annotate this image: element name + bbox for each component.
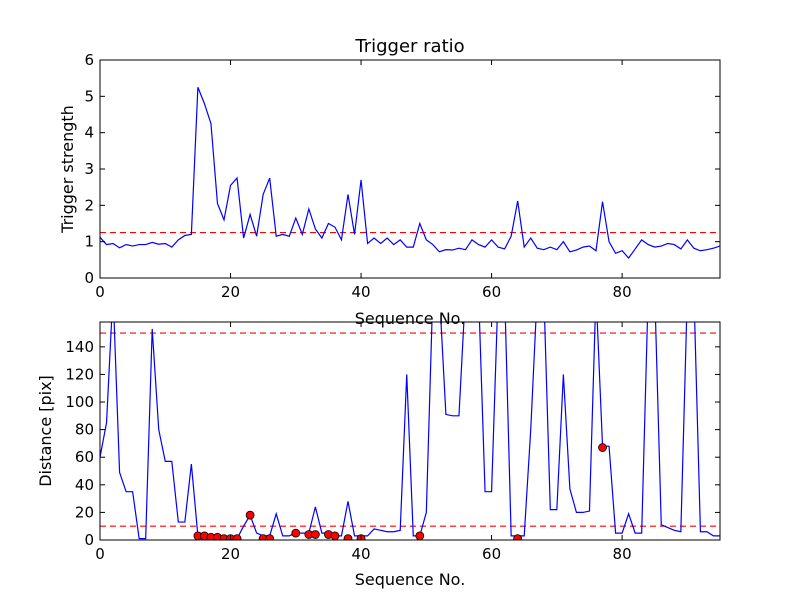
- data-point-marker: [232, 534, 242, 540]
- y-tick-label: 5: [84, 87, 94, 105]
- y-tick-label: 80: [75, 421, 94, 439]
- data-point-marker: [245, 510, 255, 520]
- y-tick-label: 140: [65, 338, 94, 356]
- x-tick-label: 80: [613, 283, 632, 301]
- data-point-marker: [343, 534, 353, 540]
- y-tick-label: 6: [84, 51, 94, 69]
- data-point-marker: [415, 531, 425, 540]
- data-point-marker: [310, 530, 320, 539]
- x-tick-label: 20: [221, 283, 240, 301]
- data-point-marker: [598, 443, 607, 452]
- x-tick-label: 60: [482, 545, 501, 563]
- trigger-ratio-panel: Trigger ratio 0 20 40 60 80 0 1 2 3 4 5 6 Sequence…: [58, 36, 721, 328]
- x-tick-label: 80: [613, 545, 632, 563]
- data-point-marker: [330, 531, 340, 540]
- y-tick-label: 1: [84, 233, 94, 251]
- x-tick-label: 60: [482, 283, 501, 301]
- y-axis-label: Trigger strength: [58, 105, 77, 234]
- plot-frame: [99, 321, 721, 541]
- y-tick-label: 0: [84, 531, 94, 549]
- x-tick-label: 40: [352, 545, 371, 563]
- distance-panel: 0 20 40 60 80 0 20 40 60 80 100 120 140 Sequence No…: [36, 321, 721, 589]
- y-tick-label: 2: [84, 196, 94, 214]
- data-point-marker: [291, 528, 301, 538]
- x-axis-label: Sequence No.: [355, 309, 466, 328]
- x-tick-label: 20: [221, 545, 240, 563]
- y-tick-label: 4: [84, 124, 94, 142]
- chart-title: Trigger ratio: [354, 36, 464, 57]
- x-tick-label: 0: [95, 283, 105, 301]
- y-tick-label: 100: [65, 393, 94, 411]
- y-tick-label: 120: [65, 365, 94, 383]
- x-axis-label: Sequence No.: [355, 570, 466, 589]
- y-tick-label: 20: [75, 503, 94, 521]
- data-point-marker: [265, 534, 275, 540]
- x-tick-label: 40: [352, 283, 371, 301]
- y-tick-label: 0: [84, 269, 94, 287]
- y-tick-label: 60: [75, 448, 94, 466]
- y-axis-label: Distance [pix]: [36, 375, 55, 487]
- y-tick-label: 3: [84, 160, 94, 178]
- data-point-marker: [513, 534, 523, 540]
- series-line: [100, 87, 720, 259]
- y-tick-label: 40: [75, 476, 94, 494]
- x-tick-label: 0: [95, 545, 105, 563]
